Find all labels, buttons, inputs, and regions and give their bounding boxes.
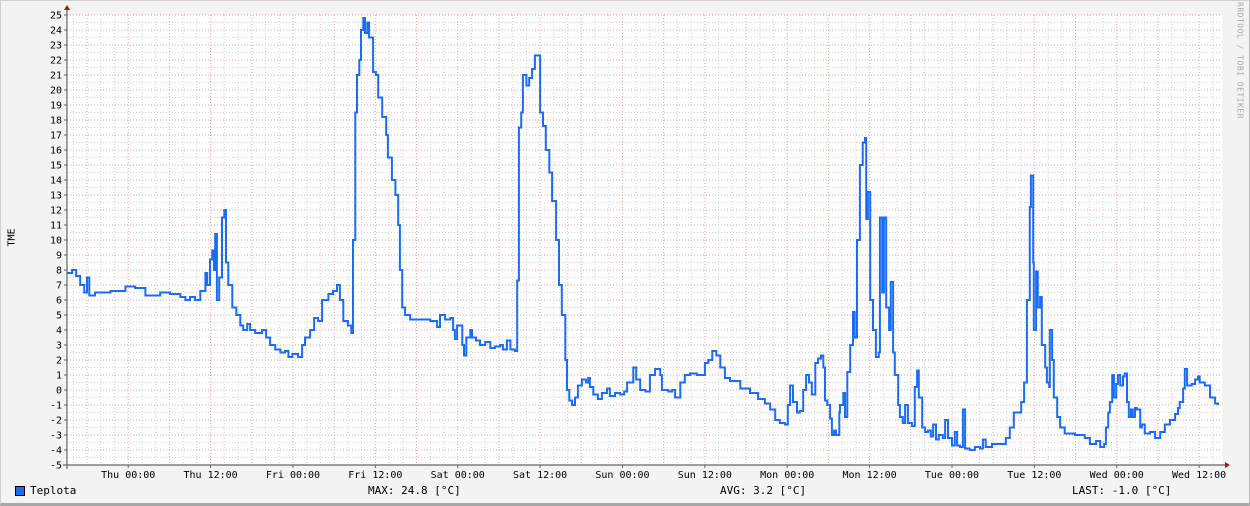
y-axis-label: TME bbox=[7, 218, 18, 258]
x-tick-label: Thu 00:00 bbox=[101, 470, 155, 481]
legend-max: MAX: 24.8 [°C] bbox=[368, 484, 461, 497]
x-tick-label: Wed 00:00 bbox=[1090, 470, 1144, 481]
x-tick-label: Sat 00:00 bbox=[431, 470, 485, 481]
y-tick-labels: -5-4-3-2-1012345678910111213141516171819… bbox=[50, 11, 67, 472]
y-tick-label: 20 bbox=[50, 86, 62, 97]
x-tick-label: Sat 12:00 bbox=[513, 470, 567, 481]
legend-avg: AVG: 3.2 [°C] bbox=[720, 484, 806, 497]
y-tick-label: 5 bbox=[56, 311, 62, 322]
x-tick-label: Fri 12:00 bbox=[348, 470, 402, 481]
y-tick-label: 25 bbox=[50, 11, 62, 22]
y-tick-label: 7 bbox=[56, 281, 62, 292]
x-tick-label: Mon 12:00 bbox=[843, 470, 897, 481]
y-tick-label: 3 bbox=[56, 341, 62, 352]
y-tick-label: 8 bbox=[56, 266, 62, 277]
y-tick-label: -1 bbox=[50, 401, 62, 412]
y-tick-label: 0 bbox=[56, 386, 62, 397]
y-tick-label: 13 bbox=[50, 191, 62, 202]
x-tick-label: Sun 00:00 bbox=[595, 470, 649, 481]
legend-swatch-teplota bbox=[15, 486, 25, 496]
y-tick-label: 15 bbox=[50, 161, 62, 172]
x-tick-label: Thu 12:00 bbox=[183, 470, 237, 481]
y-tick-label: 19 bbox=[50, 101, 62, 112]
y-tick-label: 22 bbox=[50, 56, 62, 67]
rrdtool-watermark: RRDTOOL / TOBI OETIKER bbox=[1236, 1, 1245, 121]
y-tick-label: 18 bbox=[50, 116, 62, 127]
x-tick-label: Mon 00:00 bbox=[760, 470, 814, 481]
legend-label-teplota: Teplota bbox=[30, 484, 76, 497]
legend-last: LAST: -1.0 [°C] bbox=[1072, 484, 1171, 497]
y-tick-label: 9 bbox=[56, 251, 62, 262]
y-tick-label: 10 bbox=[50, 236, 62, 247]
y-tick-label: -3 bbox=[50, 431, 62, 442]
y-tick-label: 14 bbox=[50, 176, 62, 187]
y-tick-label: -4 bbox=[50, 446, 62, 457]
y-tick-label: 2 bbox=[56, 356, 62, 367]
x-tick-label: Fri 00:00 bbox=[266, 470, 320, 481]
x-tick-label: Sun 12:00 bbox=[678, 470, 732, 481]
y-axis-arrow-icon bbox=[64, 5, 70, 10]
y-tick-label: 11 bbox=[50, 221, 62, 232]
x-tick-label: Wed 12:00 bbox=[1172, 470, 1226, 481]
y-tick-label: 24 bbox=[50, 26, 62, 37]
y-tick-label: -2 bbox=[50, 416, 62, 427]
y-tick-label: 17 bbox=[50, 131, 62, 142]
y-tick-label: 4 bbox=[56, 326, 62, 337]
y-tick-label: 12 bbox=[50, 206, 62, 217]
y-tick-label: -5 bbox=[50, 461, 62, 472]
y-tick-label: 21 bbox=[50, 71, 62, 82]
x-tick-label: Tue 00:00 bbox=[925, 470, 979, 481]
y-tick-label: 1 bbox=[56, 371, 62, 382]
x-tick-labels: Thu 00:00 Thu 12:00 Fri 00:00 Fri 12:00 Sat … bbox=[101, 465, 1226, 481]
x-tick-label: Tue 12:00 bbox=[1007, 470, 1061, 481]
y-tick-label: 16 bbox=[50, 146, 62, 157]
y-tick-label: 23 bbox=[50, 41, 62, 52]
x-axis-arrow-icon bbox=[1225, 462, 1230, 468]
y-tick-label: 6 bbox=[56, 296, 62, 307]
